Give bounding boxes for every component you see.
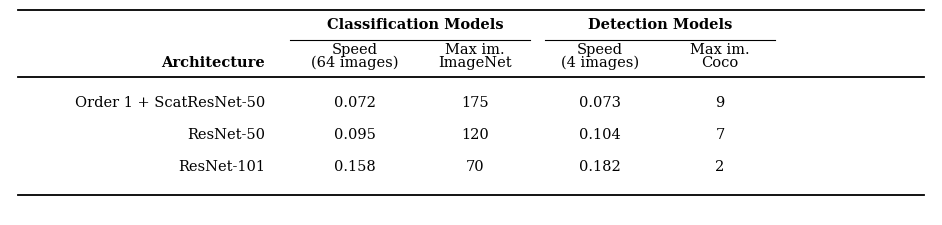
Text: Speed: Speed bbox=[332, 43, 378, 57]
Text: Coco: Coco bbox=[702, 56, 739, 70]
Text: Architecture: Architecture bbox=[161, 56, 265, 70]
Text: 2: 2 bbox=[715, 160, 724, 174]
Text: 120: 120 bbox=[462, 128, 489, 142]
Text: 0.095: 0.095 bbox=[334, 128, 376, 142]
Text: Max im.: Max im. bbox=[446, 43, 505, 57]
Text: 0.158: 0.158 bbox=[334, 160, 376, 174]
Text: 7: 7 bbox=[715, 128, 724, 142]
Text: 9: 9 bbox=[715, 96, 724, 110]
Text: 0.104: 0.104 bbox=[579, 128, 621, 142]
Text: Max im.: Max im. bbox=[690, 43, 750, 57]
Text: 0.073: 0.073 bbox=[579, 96, 621, 110]
Text: ResNet-101: ResNet-101 bbox=[178, 160, 265, 174]
Text: Order 1 + ScatResNet-50: Order 1 + ScatResNet-50 bbox=[74, 96, 265, 110]
Text: 0.182: 0.182 bbox=[579, 160, 621, 174]
Text: Classification Models: Classification Models bbox=[327, 18, 503, 32]
Text: (4 images): (4 images) bbox=[560, 56, 639, 70]
Text: 175: 175 bbox=[462, 96, 489, 110]
Text: (64 images): (64 images) bbox=[311, 56, 398, 70]
Text: Detection Models: Detection Models bbox=[588, 18, 732, 32]
Text: Speed: Speed bbox=[577, 43, 623, 57]
Text: ImageNet: ImageNet bbox=[438, 56, 512, 70]
Text: 0.072: 0.072 bbox=[334, 96, 376, 110]
Text: 70: 70 bbox=[465, 160, 484, 174]
Text: ResNet-50: ResNet-50 bbox=[187, 128, 265, 142]
